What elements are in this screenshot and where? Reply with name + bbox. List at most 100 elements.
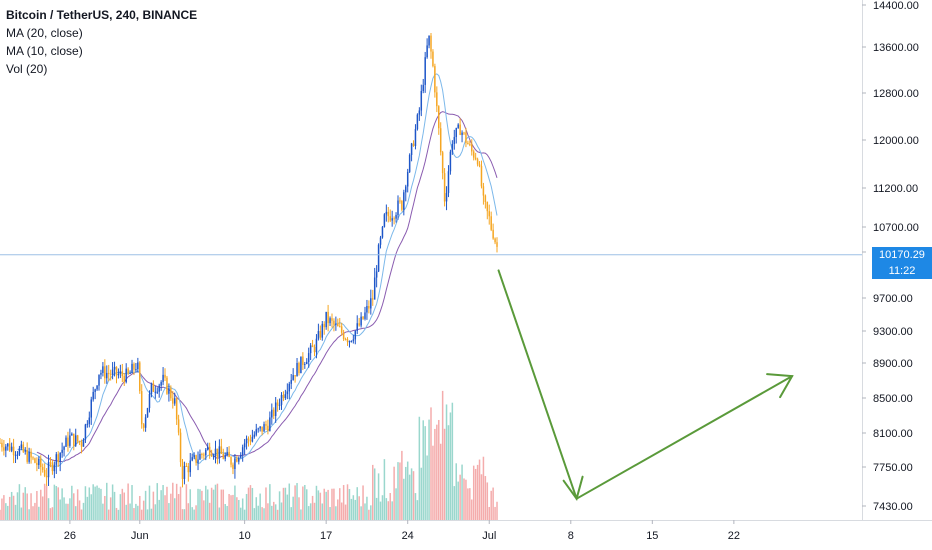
candle-body (57, 454, 59, 463)
volume-bar (449, 412, 452, 520)
candle-body (175, 398, 178, 420)
volume-bar (203, 500, 205, 520)
candle-body (100, 372, 102, 375)
volume-bar (368, 509, 370, 520)
ma10-line (17, 73, 498, 468)
volume-bar (179, 486, 182, 520)
volume-bar (255, 497, 258, 520)
candle-body (218, 446, 221, 458)
volume-bar (164, 495, 166, 520)
candle-body (241, 447, 244, 455)
candle-body (492, 229, 494, 239)
volume-bar (420, 467, 423, 520)
volume-bar (323, 488, 325, 520)
candle-body (261, 426, 263, 432)
volume-bar (476, 464, 479, 520)
candle-body (438, 106, 440, 129)
volume-bar (346, 484, 349, 520)
volume-bar (441, 390, 444, 520)
ma10-legend[interactable]: MA (10, close) (6, 44, 83, 58)
volume-bar (109, 497, 112, 520)
volume-bar (111, 484, 114, 520)
candle-body (342, 332, 345, 339)
candle-body (113, 366, 116, 370)
volume-bar (401, 450, 403, 520)
volume-bar (236, 497, 238, 520)
candle-body (24, 450, 26, 452)
candle-body (280, 394, 283, 405)
candle-body (251, 436, 254, 442)
candle-body (158, 385, 160, 392)
volume-bar (208, 502, 211, 520)
volume-bar (333, 488, 335, 520)
candle-body (10, 446, 13, 451)
volume-bar (201, 490, 203, 520)
volume-bar (8, 496, 11, 520)
ma20-legend[interactable]: MA (20, close) (6, 26, 83, 40)
volume-bar (251, 487, 254, 520)
volume-bar (34, 502, 36, 520)
candle-body (317, 331, 320, 339)
last-price-tag: 10170.29 (872, 246, 932, 263)
candle-body (3, 447, 5, 451)
price-tick-label: 9300.00 (873, 326, 913, 338)
volume-bar (16, 492, 19, 520)
price-tick-label: 11200.00 (873, 183, 918, 195)
time-tick-label: 17 (320, 530, 332, 542)
volume-bar (372, 464, 374, 520)
volume-bar (381, 495, 384, 520)
candle-body (469, 144, 471, 146)
time-tick-label: 24 (402, 530, 414, 542)
candle-body (422, 84, 424, 91)
volume-bar (292, 496, 294, 520)
volume-bar (457, 481, 459, 520)
volume-bar (162, 485, 164, 520)
volume-bar (0, 509, 1, 520)
volume-bar (228, 494, 230, 520)
candle-body (139, 362, 141, 392)
candle-body (272, 409, 275, 417)
volume-bar (117, 509, 120, 520)
volume-bar (364, 503, 366, 520)
volume-bar (210, 487, 213, 520)
volume-bar (107, 509, 110, 520)
time-tick-label: 26 (64, 530, 76, 542)
candle-body (232, 464, 234, 469)
volume-bar (403, 478, 405, 520)
volume-bar (290, 507, 292, 520)
volume-legend[interactable]: Vol (20) (6, 62, 48, 76)
volume-bars (0, 390, 498, 520)
candle-body (290, 379, 292, 384)
volume-bar (32, 506, 34, 520)
symbol-title[interactable]: Bitcoin / TetherUS, 240, BINANCE (6, 8, 198, 22)
volume-bar (331, 488, 333, 520)
volume-bar (327, 489, 329, 520)
candle-body (80, 442, 83, 447)
ma20-line (36, 111, 498, 463)
candle-body (76, 435, 79, 442)
volume-bar (175, 483, 178, 520)
volume-bar (263, 508, 265, 520)
chart-legend: Bitcoin / TetherUS, 240, BINANCE MA (20,… (6, 6, 197, 78)
candle-body (181, 462, 184, 480)
candle-body (428, 35, 430, 46)
candle-body (494, 238, 496, 243)
price-tick-label: 14400.00 (873, 0, 919, 12)
candle-body (84, 424, 87, 440)
candle-body (115, 366, 118, 376)
volume-bar (296, 483, 298, 520)
volume-bar (191, 507, 193, 520)
candle-body (455, 127, 457, 138)
candle-body (257, 428, 259, 430)
volume-bar (243, 509, 246, 520)
candle-body (18, 448, 21, 455)
candle-body (399, 200, 401, 202)
candle-body (214, 448, 217, 457)
candle-body (206, 446, 209, 450)
candle-body (352, 339, 355, 341)
volume-bar (78, 500, 81, 520)
volume-bar (395, 488, 397, 520)
volume-bar (148, 485, 151, 520)
volume-bar (370, 505, 372, 520)
